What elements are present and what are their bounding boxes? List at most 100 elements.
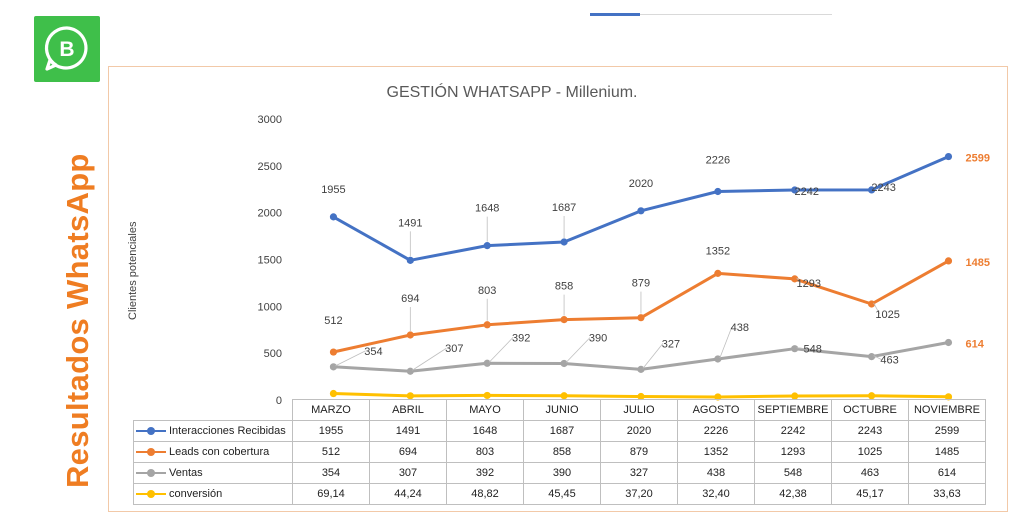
table-header-row: MARZO ABRIL MAYO JUNIO JULIO AGOSTO SEPT… [133, 399, 986, 421]
table-cell: 1025 [831, 441, 909, 463]
data-label: 858 [555, 281, 573, 293]
table-cell: 1485 [908, 441, 986, 463]
data-point [637, 392, 645, 401]
data-point [406, 367, 414, 375]
label-leader-line [796, 188, 800, 192]
data-point [483, 321, 491, 329]
data-point [560, 238, 568, 246]
table-cell: 1293 [754, 441, 832, 463]
data-label: 1955 [321, 184, 345, 196]
data-point [868, 392, 876, 400]
data-label: 1687 [552, 202, 576, 214]
data-label: 1293 [796, 278, 820, 290]
data-label: 392 [512, 332, 530, 344]
data-point [483, 391, 491, 400]
data-label: 512 [324, 315, 342, 327]
data-point [714, 393, 722, 401]
table-header-cell: AGOSTO [677, 399, 755, 421]
table-cell: 803 [446, 441, 524, 463]
table-cell: 44,24 [369, 483, 447, 505]
y-tick-label: 2000 [258, 208, 282, 220]
legend-marker-icon [136, 447, 166, 457]
data-label: 390 [589, 332, 607, 344]
y-tick-label: 1500 [258, 255, 282, 267]
data-point [406, 256, 414, 264]
table-cell: 548 [754, 462, 832, 484]
data-point [560, 316, 568, 324]
table-header-cell: JULIO [600, 399, 678, 421]
data-label: 1025 [875, 309, 899, 321]
table-cell: 438 [677, 462, 755, 484]
label-leader-line [796, 277, 802, 284]
data-label: 327 [662, 338, 680, 350]
table-cell: 42,38 [754, 483, 832, 505]
table-cell: 48,82 [446, 483, 524, 505]
data-point [406, 331, 414, 339]
data-point [868, 186, 876, 194]
legend-label: Leads con cobertura [169, 446, 270, 458]
table-cell: 512 [292, 441, 370, 463]
data-label: 548 [804, 344, 822, 356]
data-point [791, 275, 799, 283]
data-label: 2243 [871, 182, 895, 194]
table-cell: 2599 [908, 420, 986, 442]
table-header-cell: JUNIO [523, 399, 601, 421]
legend-label: Interacciones Recibidas [169, 425, 286, 437]
label-leader-line [412, 347, 447, 371]
label-leader-line [335, 350, 366, 367]
table-cell: 45,17 [831, 483, 909, 505]
data-point [714, 187, 722, 196]
data-point [714, 269, 722, 277]
data-label: 307 [445, 343, 463, 355]
data-point [329, 348, 338, 356]
data-label: 1485 [965, 257, 989, 269]
table-corner [133, 399, 293, 421]
data-point [791, 186, 799, 194]
legend-entry-interacciones: Interacciones Recibidas [133, 420, 293, 442]
label-leader-line [642, 343, 664, 369]
table-cell: 392 [446, 462, 524, 484]
data-label: 614 [965, 338, 984, 350]
y-tick-label: 2500 [258, 161, 282, 173]
label-leader-line [719, 326, 733, 359]
table-row-leads: Leads con cobertura 512 694 803 858 879 … [133, 441, 986, 463]
table-cell: 2242 [754, 420, 832, 442]
logo-letter: B [59, 38, 74, 61]
data-point [637, 207, 645, 215]
data-point [329, 213, 338, 221]
table-cell: 879 [600, 441, 678, 463]
data-label: 694 [401, 293, 419, 305]
label-leader-line [873, 302, 880, 315]
y-tick-label: 1000 [258, 301, 282, 313]
data-table: MARZO ABRIL MAYO JUNIO JULIO AGOSTO SEPT… [133, 399, 986, 505]
data-point [791, 345, 799, 353]
data-label: 803 [478, 285, 496, 297]
data-label: 1352 [706, 245, 730, 257]
table-cell: 37,20 [600, 483, 678, 505]
table-row-conversion: conversión 69,14 44,24 48,82 45,45 37,20… [133, 483, 986, 505]
legend-marker-icon [136, 426, 166, 436]
table-row-ventas: Ventas 354 307 392 390 327 438 548 463 6… [133, 462, 986, 484]
data-point [944, 338, 953, 347]
data-point [944, 152, 953, 161]
data-point [483, 242, 491, 250]
legend-label: conversión [169, 488, 223, 500]
data-label: 879 [632, 278, 650, 290]
table-header-cell: SEPTIEMBRE [754, 399, 832, 421]
table-cell: 858 [523, 441, 601, 463]
data-point [791, 392, 799, 400]
label-leader-line [873, 186, 876, 190]
table-cell: 1955 [292, 420, 370, 442]
top-divider-accent [590, 13, 640, 16]
data-point [637, 365, 645, 373]
label-leader-line [565, 337, 591, 363]
data-point [483, 359, 491, 367]
table-cell: 694 [369, 441, 447, 463]
data-point [944, 257, 953, 265]
whatsapp-business-logo: B [34, 16, 100, 82]
top-divider [590, 14, 832, 15]
table-cell: 307 [369, 462, 447, 484]
table-cell: 33,63 [908, 483, 986, 505]
data-point [329, 389, 338, 398]
table-cell: 32,40 [677, 483, 755, 505]
